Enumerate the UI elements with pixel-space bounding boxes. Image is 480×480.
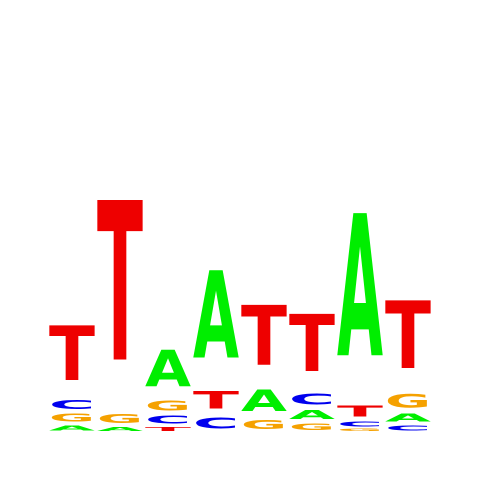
logo-letter-A: A [241, 385, 287, 419]
logo-letter-T: T [289, 299, 335, 390]
logo-letter-G: G [145, 398, 191, 414]
logo-letter-T: T [385, 283, 431, 390]
logo-letter-T: T [97, 158, 143, 412]
logo-letter-G: G [337, 428, 383, 432]
logo-letter-G: G [385, 390, 431, 412]
logo-letter-A: A [49, 424, 95, 432]
logo-letter-A: A [97, 426, 143, 432]
logo-letter-G: G [289, 422, 335, 432]
logo-letter-C: C [337, 420, 383, 428]
logo-letter-C: C [385, 424, 431, 432]
logo-letter-T: T [337, 402, 384, 420]
logo-letter-A: A [289, 408, 335, 422]
logo-letter-G: G [49, 412, 95, 424]
logo-letter-A: A [385, 412, 431, 424]
logo-letter-G: G [241, 418, 287, 432]
logo-position-5: GAT [241, 288, 287, 432]
logo-position-4: CTA [193, 247, 240, 432]
logo-letter-C: C [193, 414, 239, 432]
logo-letter-C: C [49, 398, 95, 412]
logo-letter-A: A [337, 174, 383, 401]
logo-position-2: AGT [97, 158, 143, 432]
logo-letter-T: T [145, 426, 192, 432]
logo-letter-C: C [289, 390, 335, 408]
logo-letter-A: A [145, 340, 192, 398]
logo-letter-A: A [193, 247, 239, 386]
logo-letter-T: T [49, 310, 95, 397]
logo-letter-T: T [241, 288, 287, 384]
logo-letter-T: T [193, 386, 240, 414]
logo-letter-C: C [145, 414, 191, 426]
logo-letter-G: G [97, 412, 143, 426]
